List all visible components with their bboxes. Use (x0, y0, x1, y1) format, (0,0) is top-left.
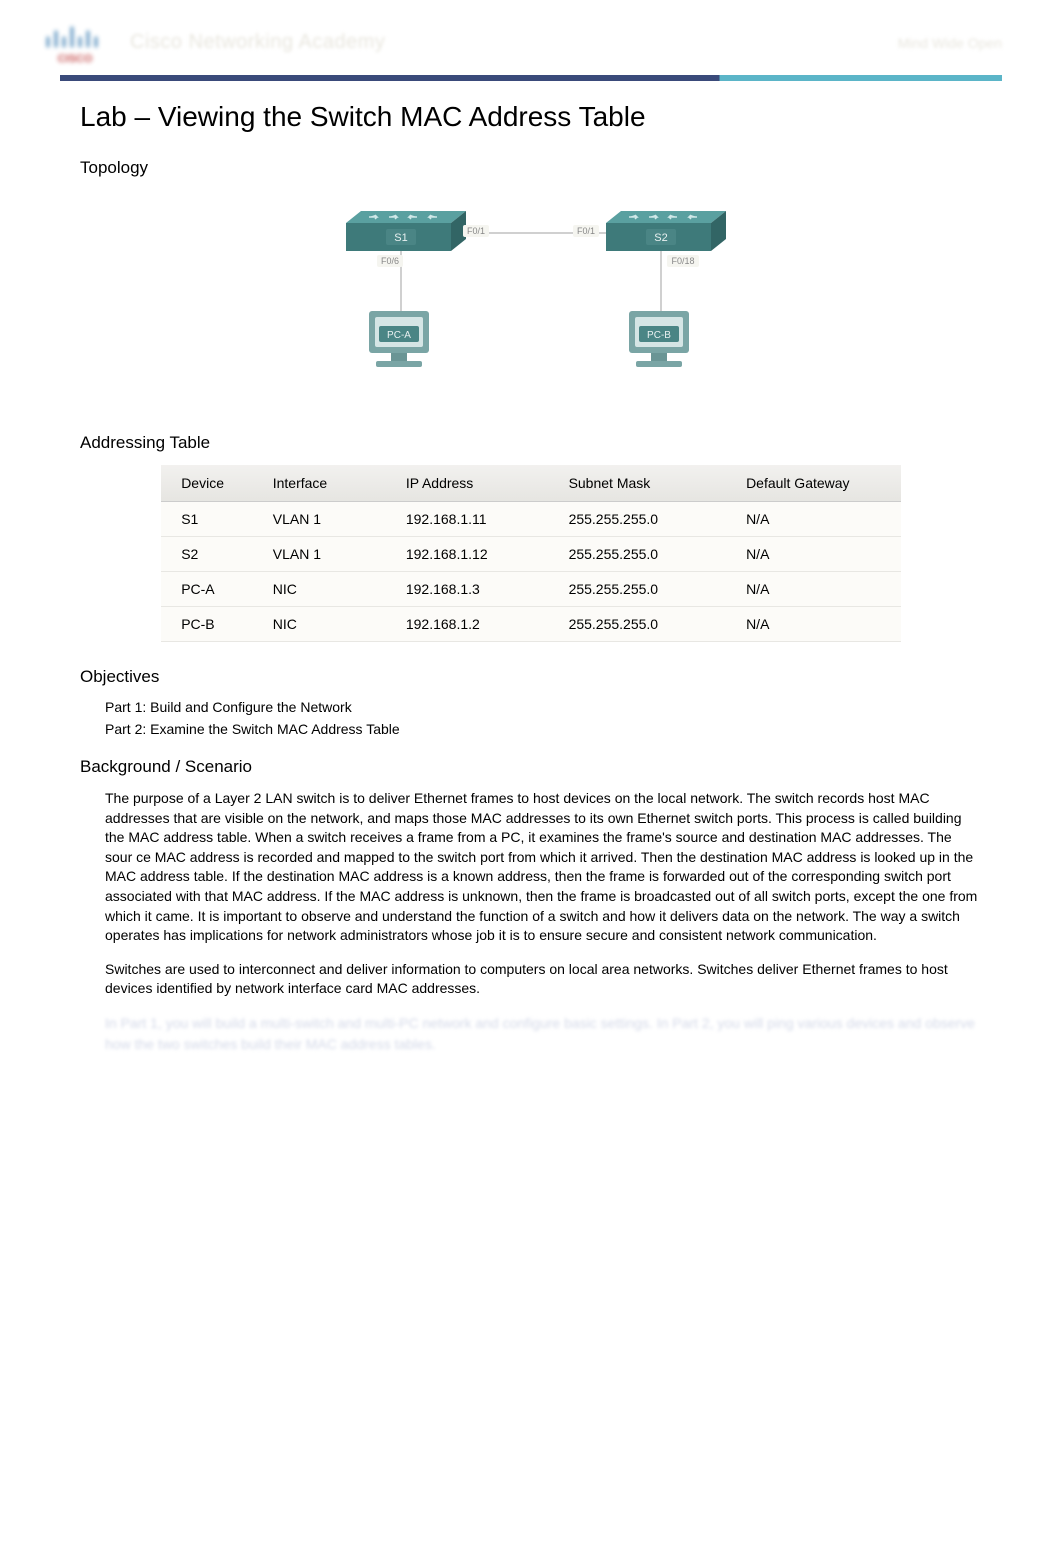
table-cell: N/A (738, 572, 901, 607)
document-content: Lab – Viewing the Switch MAC Address Tab… (0, 81, 1062, 1107)
blurred-preview: In Part 1, you will build a multi-switch… (105, 1013, 982, 1055)
page-title: Lab – Viewing the Switch MAC Address Tab… (80, 101, 982, 133)
svg-text:F0/6: F0/6 (381, 256, 399, 266)
document-header: CISCO Cisco Networking Academy Mind Wide… (0, 0, 1062, 75)
objectives-heading: Objectives (80, 667, 982, 687)
table-cell: 255.255.255.0 (561, 572, 739, 607)
col-gateway: Default Gateway (738, 465, 901, 502)
table-cell: NIC (265, 572, 398, 607)
tagline-label: Mind Wide Open (898, 35, 1002, 51)
svg-text:S2: S2 (654, 232, 667, 244)
table-cell: 255.255.255.0 (561, 537, 739, 572)
col-interface: Interface (265, 465, 398, 502)
background-para: The purpose of a Layer 2 LAN switch is t… (105, 789, 982, 946)
svg-text:F0/18: F0/18 (671, 256, 694, 266)
addressing-table: Device Interface IP Address Subnet Mask … (161, 465, 901, 642)
table-cell: PC-B (161, 607, 265, 642)
table-cell: VLAN 1 (265, 537, 398, 572)
topology-diagram: S1 S2 (80, 193, 982, 408)
background-para: Switches are used to interconnect and de… (105, 960, 982, 999)
col-mask: Subnet Mask (561, 465, 739, 502)
table-cell: N/A (738, 502, 901, 537)
table-cell: 192.168.1.2 (398, 607, 561, 642)
table-row: PC-BNIC192.168.1.2255.255.255.0N/A (161, 607, 901, 642)
table-cell: 192.168.1.12 (398, 537, 561, 572)
table-row: PC-ANIC192.168.1.3255.255.255.0N/A (161, 572, 901, 607)
academy-label: Cisco Networking Academy (130, 31, 385, 54)
switch-s1: S1 (346, 211, 466, 251)
table-cell: S1 (161, 502, 265, 537)
objective-item: Part 1: Build and Configure the Network (105, 699, 982, 715)
pc-b: PC-B (629, 311, 689, 367)
objective-item: Part 2: Examine the Switch MAC Address T… (105, 721, 982, 737)
table-cell: 192.168.1.3 (398, 572, 561, 607)
table-cell: N/A (738, 537, 901, 572)
table-row: S2VLAN 1192.168.1.12255.255.255.0N/A (161, 537, 901, 572)
objectives-list: Part 1: Build and Configure the Network … (105, 699, 982, 737)
table-cell: PC-A (161, 572, 265, 607)
table-header-row: Device Interface IP Address Subnet Mask … (161, 465, 901, 502)
table-cell: VLAN 1 (265, 502, 398, 537)
switch-s2: S2 (606, 211, 726, 251)
col-ip: IP Address (398, 465, 561, 502)
table-cell: 255.255.255.0 (561, 502, 739, 537)
topology-heading: Topology (80, 158, 982, 178)
svg-text:S1: S1 (394, 232, 407, 244)
logo-block: CISCO Cisco Networking Academy (40, 20, 385, 65)
background-text: The purpose of a Layer 2 LAN switch is t… (105, 789, 982, 999)
pc-a: PC-A (369, 311, 429, 367)
svg-text:PC-A: PC-A (387, 330, 411, 341)
background-heading: Background / Scenario (80, 757, 982, 777)
svg-text:PC-B: PC-B (647, 330, 671, 341)
svg-text:F0/1: F0/1 (467, 226, 485, 236)
blurred-para: In Part 1, you will build a multi-switch… (105, 1013, 982, 1055)
table-cell: NIC (265, 607, 398, 642)
cisco-logo-icon: CISCO (40, 20, 110, 65)
col-device: Device (161, 465, 265, 502)
svg-text:F0/1: F0/1 (577, 226, 595, 236)
svg-text:CISCO: CISCO (58, 53, 93, 65)
addressing-heading: Addressing Table (80, 433, 982, 453)
table-cell: N/A (738, 607, 901, 642)
table-row: S1VLAN 1192.168.1.11255.255.255.0N/A (161, 502, 901, 537)
table-cell: 192.168.1.11 (398, 502, 561, 537)
table-cell: S2 (161, 537, 265, 572)
table-cell: 255.255.255.0 (561, 607, 739, 642)
